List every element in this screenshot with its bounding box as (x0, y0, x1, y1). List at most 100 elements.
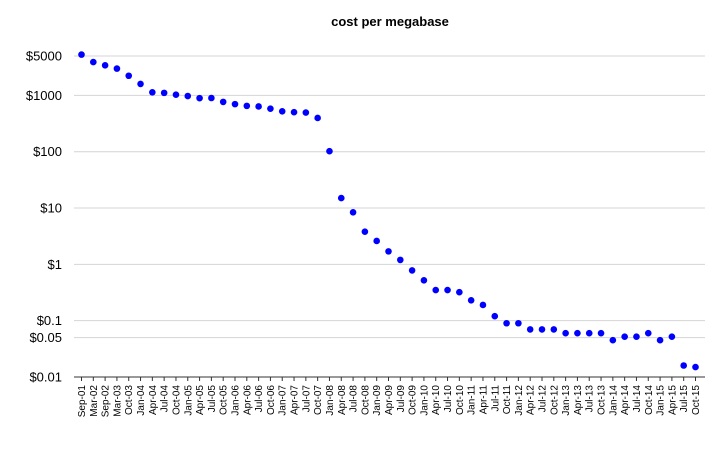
data-point (574, 329, 581, 337)
grid-lines (74, 55, 705, 339)
data-point (113, 65, 121, 72)
y-tick-label: $10 (40, 201, 62, 216)
x-tick-label: Oct-13 (597, 385, 608, 415)
x-axis-ticks: Sep-01 Mar-02 Sep-02 Mar-03 Oct-03 Jan-04 Apr-… (77, 377, 702, 417)
x-tick-label: Apr-10 (431, 385, 442, 415)
y-tick-label: $0.1 (37, 313, 62, 328)
data-point (633, 333, 640, 340)
data-point (314, 114, 321, 122)
x-tick-label: Jan-13 (561, 385, 572, 416)
data-point (680, 362, 687, 369)
x-tick-label: Jan-04 (136, 385, 147, 416)
x-tick-label: Oct-07 (313, 385, 324, 415)
x-tick-label: Oct-09 (408, 385, 419, 415)
data-point (184, 92, 192, 100)
data-point (208, 94, 215, 102)
x-tick-label: Jul-07 (301, 385, 312, 413)
x-tick-label: Jul-05 (207, 385, 218, 413)
x-tick-label: Jul-08 (349, 385, 360, 413)
x-tick-label: Jul-06 (254, 385, 265, 413)
data-point (125, 72, 133, 80)
x-tick-label: Oct-03 (124, 385, 135, 415)
data-point (444, 286, 451, 294)
data-point (361, 228, 369, 235)
y-tick-label: $0.01 (29, 370, 62, 385)
data-point (609, 336, 617, 344)
data-point (644, 329, 652, 337)
y-tick-label: $1 (48, 257, 62, 272)
x-tick-label: Apr-12 (526, 385, 537, 415)
data-point (290, 108, 298, 116)
x-tick-label: Oct-04 (171, 385, 182, 415)
x-tick-label: Jul-09 (396, 385, 407, 413)
x-tick-label: Mar-02 (89, 385, 100, 417)
data-point (467, 296, 475, 304)
data-point (172, 91, 180, 98)
x-tick-label: Apr-05 (195, 385, 206, 415)
x-tick-label: Jul-13 (585, 385, 596, 413)
y-tick-label: $1000 (26, 88, 62, 103)
data-point (491, 312, 499, 320)
data-point (160, 89, 168, 97)
data-point (267, 105, 274, 112)
data-point (456, 288, 463, 296)
x-tick-label: Sep-02 (101, 385, 112, 418)
data-point (656, 336, 664, 344)
x-tick-label: Sep-01 (77, 385, 88, 418)
x-tick-label: Jan-06 (231, 385, 242, 416)
data-point (562, 329, 569, 337)
data-point (90, 58, 97, 66)
data-point (408, 267, 416, 274)
data-point (196, 94, 203, 102)
x-tick-label: Apr-13 (573, 385, 584, 415)
data-point (278, 107, 286, 115)
data-point (538, 326, 546, 333)
x-tick-label: Jan-15 (656, 385, 667, 416)
data-point (78, 51, 85, 58)
data-point (385, 248, 392, 255)
data-point (479, 301, 487, 309)
x-tick-label: Apr-09 (384, 385, 395, 415)
x-tick-label: Apr-07 (290, 385, 301, 415)
data-point (668, 333, 676, 340)
y-tick-label: $5000 (26, 49, 62, 64)
data-point (255, 103, 262, 110)
data-point (101, 62, 109, 69)
x-tick-label: Jan-10 (419, 385, 430, 416)
x-tick-label: Jul-10 (443, 385, 454, 413)
x-tick-label: Jan-08 (325, 385, 336, 416)
x-tick-label: Oct-14 (644, 385, 655, 415)
data-point (420, 277, 428, 284)
x-tick-label: Jan-14 (608, 385, 619, 416)
x-tick-label: Apr-08 (337, 385, 348, 415)
x-tick-label: Oct-11 (502, 385, 513, 415)
data-point (219, 98, 227, 106)
x-tick-label: Jul-14 (632, 385, 643, 413)
data-point (243, 102, 251, 110)
x-tick-label: Jul-11 (490, 385, 501, 412)
x-tick-label: Jan-05 (183, 385, 194, 416)
x-tick-label: Apr-04 (148, 385, 159, 415)
x-tick-label: Mar-03 (112, 385, 123, 417)
y-tick-label: $0.05 (29, 330, 62, 345)
data-point (337, 194, 345, 202)
data-point (149, 88, 156, 96)
x-tick-label: Jan-09 (372, 385, 383, 416)
chart-title: cost per megabase (331, 14, 449, 29)
x-tick-label: Jan-07 (278, 385, 289, 416)
data-point (597, 329, 605, 337)
data-point (515, 319, 522, 327)
data-points (78, 51, 699, 371)
data-point (621, 333, 628, 340)
x-tick-label: Apr-06 (242, 385, 253, 415)
data-point (326, 147, 333, 155)
data-point (137, 80, 144, 88)
data-point (397, 256, 404, 264)
data-point (526, 326, 534, 333)
x-tick-label: Jul-15 (679, 385, 690, 413)
data-point (373, 237, 380, 245)
data-point (432, 286, 440, 294)
x-tick-label: Apr-11 (478, 385, 489, 415)
x-tick-label: Jan-12 (514, 385, 525, 416)
